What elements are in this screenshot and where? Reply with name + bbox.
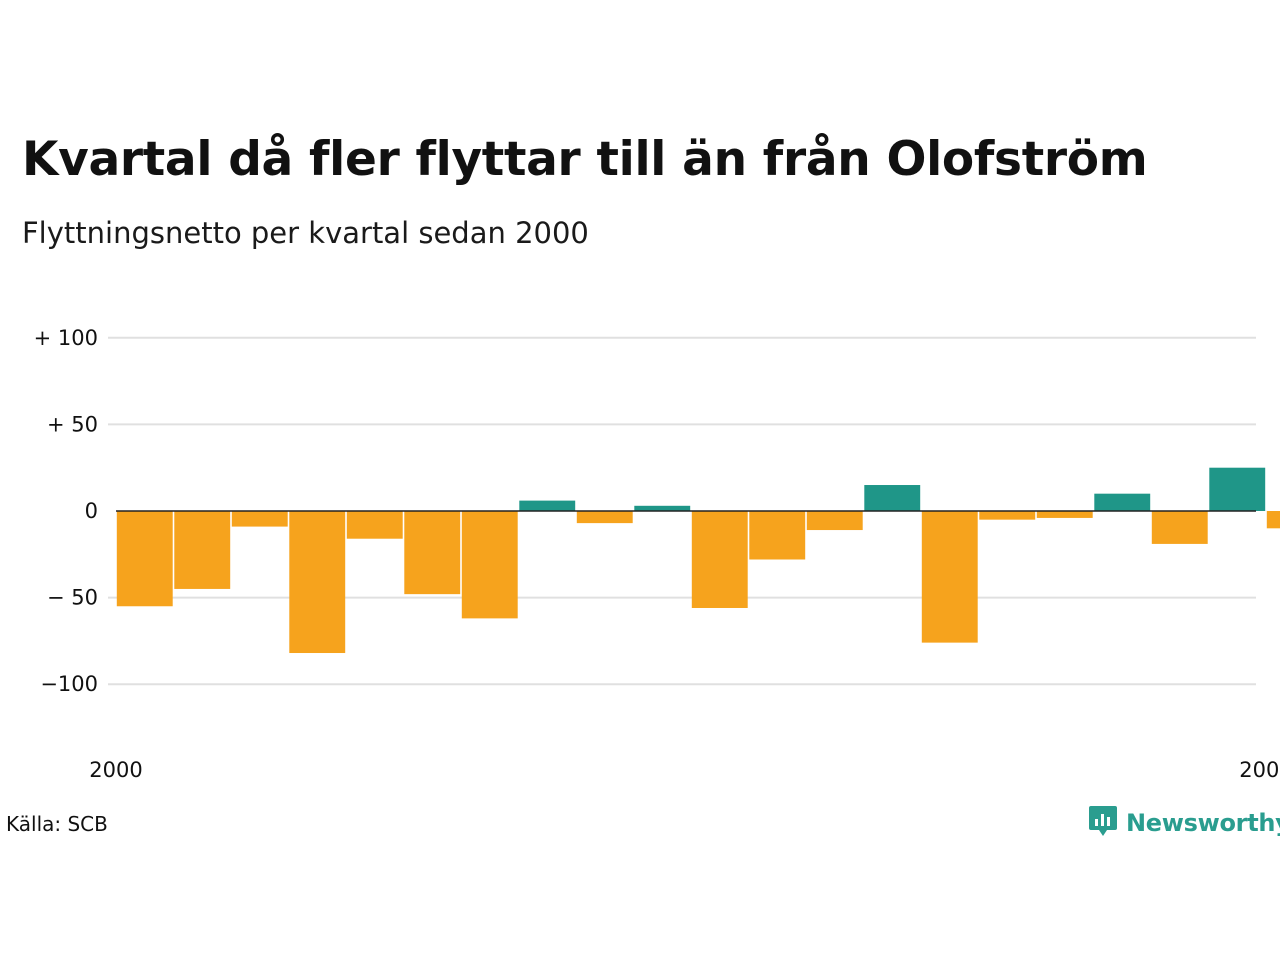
- bar-2001K3: [461, 511, 518, 619]
- bar-2002K3: [691, 511, 748, 608]
- bar-2004K4: [1209, 467, 1266, 511]
- y-axis-ticks: + 100 + 50 0 − 50 −100: [34, 326, 98, 696]
- bar-2002K2: [634, 505, 691, 511]
- brand-name: Newsworthy: [1126, 809, 1280, 837]
- bar-2003K2: [864, 485, 921, 511]
- x-tick-label: 2000: [89, 758, 142, 782]
- bar-2001K4: [519, 500, 576, 511]
- grid-lines: [108, 336, 1256, 686]
- y-tick-label: −100: [40, 672, 98, 696]
- bar-2005K1: [1266, 511, 1280, 529]
- bar-2003K4: [979, 511, 1036, 520]
- y-tick-label: − 50: [47, 586, 98, 610]
- bar-2003K3: [921, 511, 978, 643]
- y-tick-label: + 100: [34, 326, 98, 350]
- brand: Newsworthy: [1088, 804, 1280, 842]
- chart-title: Kvartal då fler flyttar till än från Olo…: [22, 132, 1148, 187]
- bar-2003K1: [806, 511, 863, 531]
- x-tick-label: 2005: [1239, 758, 1280, 782]
- y-tick-label: + 50: [47, 412, 98, 436]
- newsworthy-logo-icon: [1088, 804, 1118, 842]
- source-label: Källa: SCB: [6, 812, 108, 836]
- bar-2000K4: [289, 511, 346, 654]
- x-axis-ticks: 20002005201020152020: [89, 758, 1280, 782]
- bar-2002K1: [576, 511, 633, 524]
- bar-2000K1: [116, 511, 173, 607]
- chart-subtitle: Flyttningsnetto per kvartal sedan 2000: [22, 216, 589, 250]
- bar-2004K2: [1094, 493, 1151, 511]
- bar-2001K2: [404, 511, 461, 595]
- bar-2000K3: [231, 511, 288, 527]
- bar-2001K1: [346, 511, 403, 539]
- bar-2004K3: [1151, 511, 1208, 544]
- bar-2002K4: [749, 511, 806, 560]
- y-tick-label: 0: [85, 499, 98, 523]
- bars: [116, 467, 1280, 654]
- bar-2004K1: [1036, 511, 1093, 518]
- bar-2000K2: [174, 511, 231, 589]
